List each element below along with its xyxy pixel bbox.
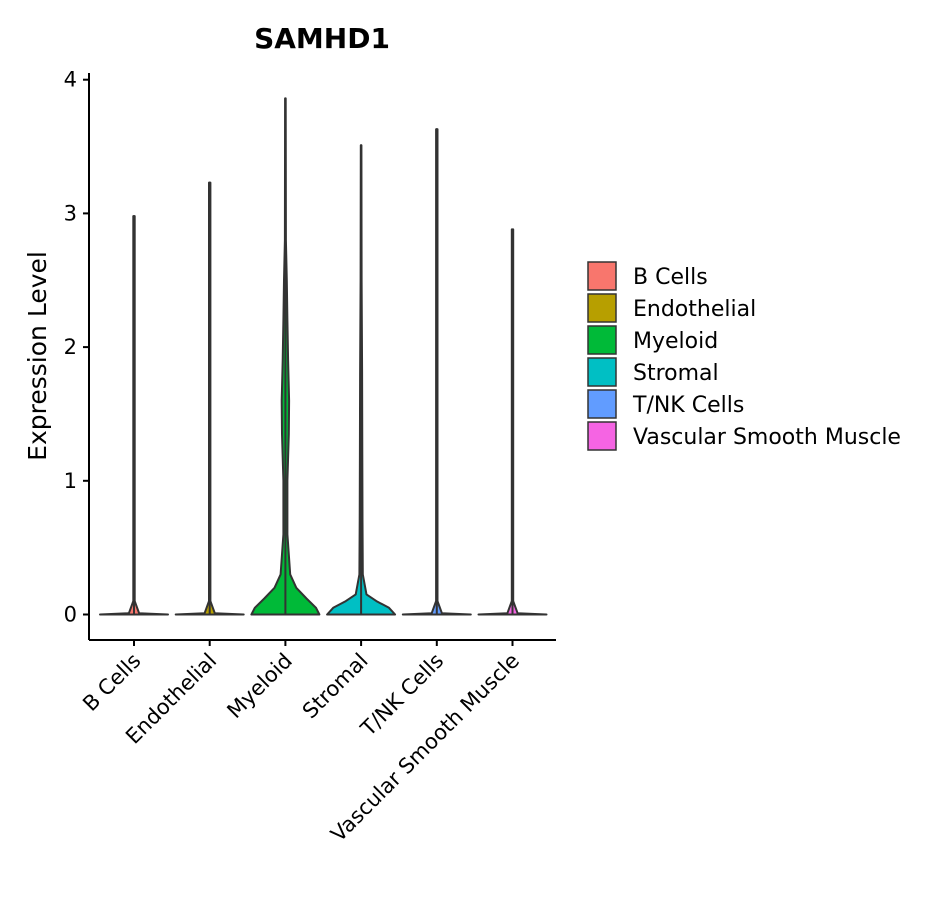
y-tick-label: 0 <box>64 603 77 627</box>
y-tick-label: 1 <box>64 469 77 493</box>
legend-label-b-cells: B Cells <box>633 265 708 290</box>
legend-label-t-nk-cells: T/NK Cells <box>632 393 744 418</box>
legend-swatch-endothelial <box>587 293 617 323</box>
legend-swatch-b-cells <box>587 261 617 291</box>
y-axis: 0 1 2 3 4 <box>64 68 90 640</box>
legend-swatch-myeloid <box>587 325 617 355</box>
violin-group <box>99 97 548 616</box>
legend-swatch-vascular-smooth-muscle <box>587 421 617 451</box>
legend-swatch-t-nk-cells <box>587 389 617 419</box>
y-tick-label: 3 <box>64 201 77 225</box>
legend-label-myeloid: Myeloid <box>633 329 718 354</box>
legend-swatch-stromal <box>587 357 617 387</box>
y-axis-label: Expression Level <box>23 251 52 461</box>
x-tick-label-stromal: Stromal <box>298 649 373 724</box>
y-tick-label: 4 <box>64 68 77 92</box>
x-tick-label-myeloid: Myeloid <box>222 649 296 723</box>
y-tick-label: 2 <box>64 335 77 359</box>
legend: B Cells Endothelial Myeloid Stromal T/NK Cel… <box>587 261 901 451</box>
x-tick-label-b-cells: B Cells <box>78 649 145 716</box>
legend-label-vascular-smooth-muscle: Vascular Smooth Muscle <box>633 425 901 450</box>
chart-title: SAMHD1 <box>254 22 390 55</box>
legend-label-stromal: Stromal <box>633 361 719 386</box>
legend-label-endothelial: Endothelial <box>633 297 756 322</box>
